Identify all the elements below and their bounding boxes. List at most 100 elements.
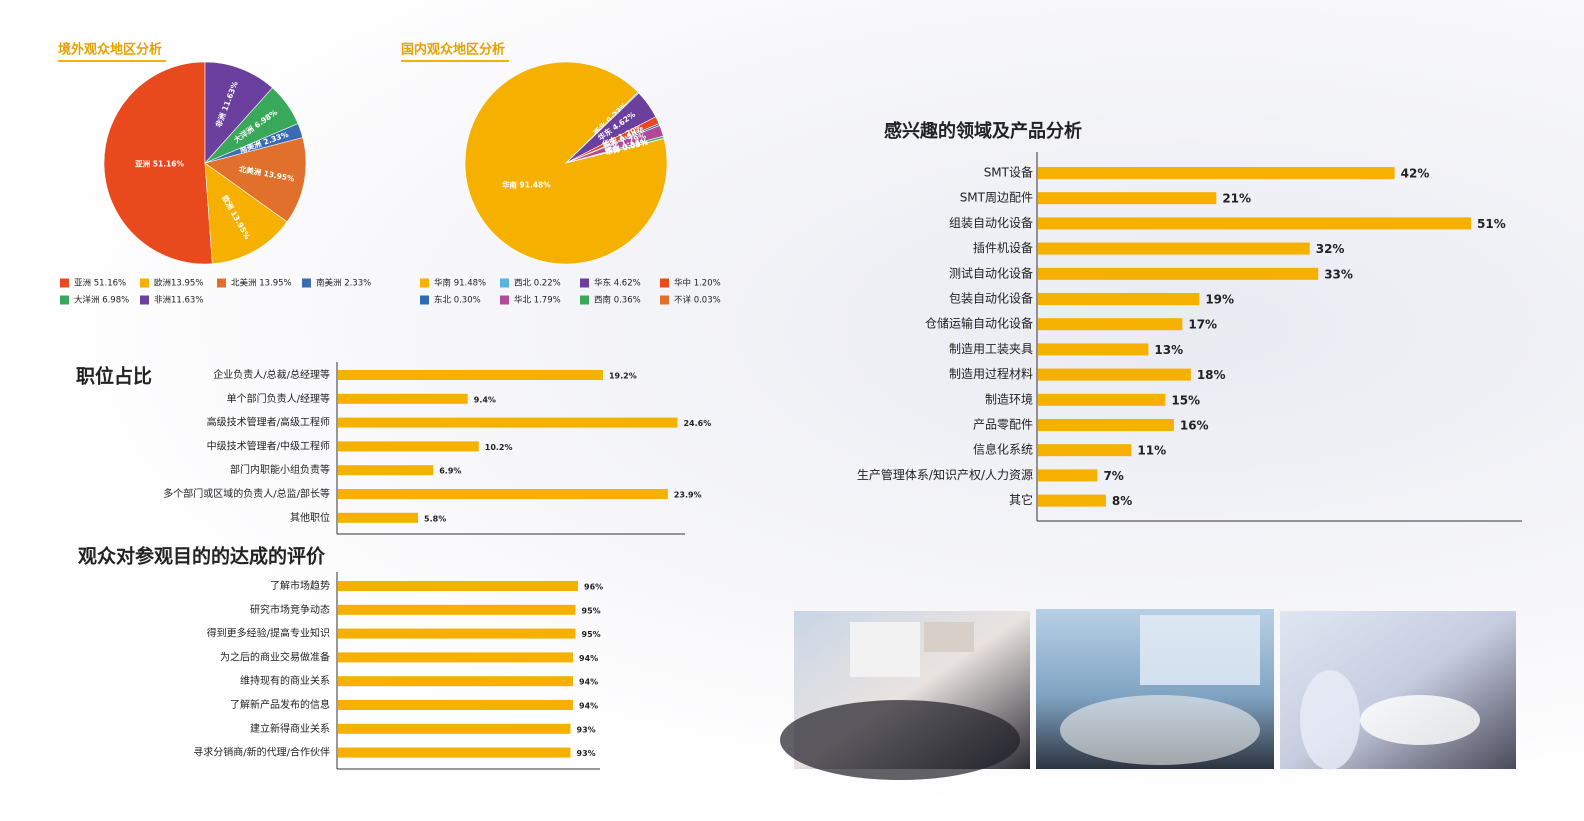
category-label: 制造用过程材料 bbox=[949, 366, 1033, 381]
category-label: SMT周边配件 bbox=[960, 191, 1033, 205]
pie-slice bbox=[204, 137, 307, 223]
value-label: 13% bbox=[1154, 343, 1183, 357]
chart-title: 感兴趣的领域及产品分析 bbox=[884, 120, 1082, 142]
category-label: 产品零配件 bbox=[973, 418, 1033, 432]
category-label: 部门内职能小组负责等 bbox=[230, 463, 330, 476]
category-label: 高级技术管理者/高级工程师 bbox=[207, 416, 330, 429]
bar bbox=[1038, 267, 1319, 280]
value-label: 6.9% bbox=[439, 467, 461, 476]
category-label: 信息化系统 bbox=[973, 442, 1033, 457]
bar bbox=[1038, 393, 1166, 406]
value-label: 19% bbox=[1205, 293, 1234, 307]
photo-detail bbox=[850, 622, 920, 677]
bar bbox=[338, 700, 573, 710]
value-label: 42% bbox=[1401, 167, 1430, 181]
bar bbox=[338, 676, 573, 687]
category-label: 制造用工装夹具 bbox=[949, 342, 1033, 356]
value-label: 5.8% bbox=[424, 514, 446, 523]
value-label: 33% bbox=[1324, 267, 1353, 281]
legend-swatch bbox=[217, 278, 226, 288]
bar bbox=[1038, 293, 1200, 305]
legend-label: 西北 0.22% bbox=[514, 279, 561, 289]
bar bbox=[338, 512, 419, 523]
legend-swatch bbox=[660, 278, 669, 288]
legend-label: 东北 0.30% bbox=[434, 295, 481, 306]
legend-swatch bbox=[140, 278, 149, 288]
slice-label: 亚洲 51.16% bbox=[135, 160, 184, 169]
category-label: 建立新得商业关系 bbox=[250, 722, 330, 735]
legend-swatch bbox=[500, 278, 509, 288]
value-label: 15% bbox=[1171, 393, 1200, 407]
bar-chart: 感兴趣的领域及产品分析 SMT设备 42% SMT周边配件 21% 组装自动化设备 51% 插… bbox=[857, 120, 1522, 522]
pie-slice bbox=[204, 61, 273, 164]
bar bbox=[338, 747, 571, 758]
pie-slice bbox=[103, 61, 213, 265]
photo-detail bbox=[1140, 615, 1260, 685]
chart-title: 职位占比 bbox=[76, 365, 152, 388]
value-label: 21% bbox=[1222, 192, 1251, 206]
legend-label: 北美洲 13.95% bbox=[231, 278, 292, 289]
category-label: 维持现有的商业关系 bbox=[240, 674, 330, 687]
category-label: 为之后的商业交易做准备 bbox=[220, 650, 330, 663]
value-label: 16% bbox=[1180, 419, 1209, 433]
value-label: 7% bbox=[1103, 469, 1123, 483]
bar bbox=[338, 393, 468, 404]
photo-strip bbox=[780, 609, 1516, 780]
chart-title: 境外观众地区分析 bbox=[58, 42, 162, 58]
bar bbox=[1038, 217, 1472, 230]
category-label: 中级技术管理者/中级工程师 bbox=[207, 439, 330, 452]
category-label: 其它 bbox=[1009, 492, 1033, 507]
value-label: 11% bbox=[1137, 444, 1166, 458]
legend-swatch bbox=[660, 295, 669, 305]
value-label: 95% bbox=[582, 630, 601, 639]
legend-swatch bbox=[420, 295, 429, 305]
photo-detail bbox=[924, 622, 974, 652]
bar-chart: 职位占比 企业负责人/总裁/总经理等 19.2% 单个部门负责人/经理等 9.4% 高级技… bbox=[76, 362, 711, 535]
bar bbox=[338, 370, 603, 380]
pie-slice bbox=[565, 138, 665, 164]
category-label: 插件机设备 bbox=[973, 241, 1033, 255]
category-label: 制造环境 bbox=[985, 391, 1033, 406]
category-label: 单个部门负责人/经理等 bbox=[227, 392, 330, 405]
slice-label: 华南 91.48% bbox=[502, 179, 551, 189]
legend-swatch bbox=[140, 295, 149, 305]
value-label: 18% bbox=[1197, 368, 1226, 382]
bar bbox=[338, 604, 576, 615]
bar bbox=[338, 441, 479, 452]
pie-slice bbox=[204, 162, 288, 265]
legend-label: 欧洲13.95% bbox=[154, 278, 203, 289]
category-label: 组装自动化设备 bbox=[949, 216, 1033, 230]
category-label: 企业负责人/总裁/总经理等 bbox=[213, 368, 330, 381]
category-label: 寻求分销商/新的代理/合作伙伴 bbox=[193, 746, 330, 759]
value-label: 10.2% bbox=[485, 443, 513, 452]
legend-label: 南美洲 2.33% bbox=[316, 278, 371, 289]
bar bbox=[338, 489, 668, 499]
bar bbox=[1038, 343, 1149, 356]
value-label: 9.4% bbox=[474, 395, 496, 404]
bar bbox=[1038, 469, 1098, 482]
value-label: 93% bbox=[577, 749, 596, 758]
value-label: 24.6% bbox=[683, 419, 711, 428]
value-label: 94% bbox=[579, 702, 598, 711]
photo-detail bbox=[780, 700, 1020, 780]
legend-label: 大洋洲 6.98% bbox=[74, 295, 129, 306]
legend-label: 华北 1.79% bbox=[514, 295, 561, 306]
legend-swatch bbox=[580, 278, 589, 288]
legend-swatch bbox=[60, 295, 69, 305]
legend-label: 华南 91.48% bbox=[434, 278, 486, 289]
photo-detail bbox=[1360, 695, 1480, 745]
value-label: 32% bbox=[1316, 242, 1345, 256]
value-label: 19.2% bbox=[609, 372, 637, 381]
category-label: SMT设备 bbox=[984, 166, 1033, 180]
value-label: 96% bbox=[584, 583, 603, 592]
bar bbox=[1038, 318, 1183, 331]
legend-swatch bbox=[420, 278, 429, 288]
category-label: 仓储运输自动化设备 bbox=[925, 316, 1033, 331]
value-label: 51% bbox=[1477, 217, 1506, 231]
bar bbox=[1038, 167, 1395, 179]
